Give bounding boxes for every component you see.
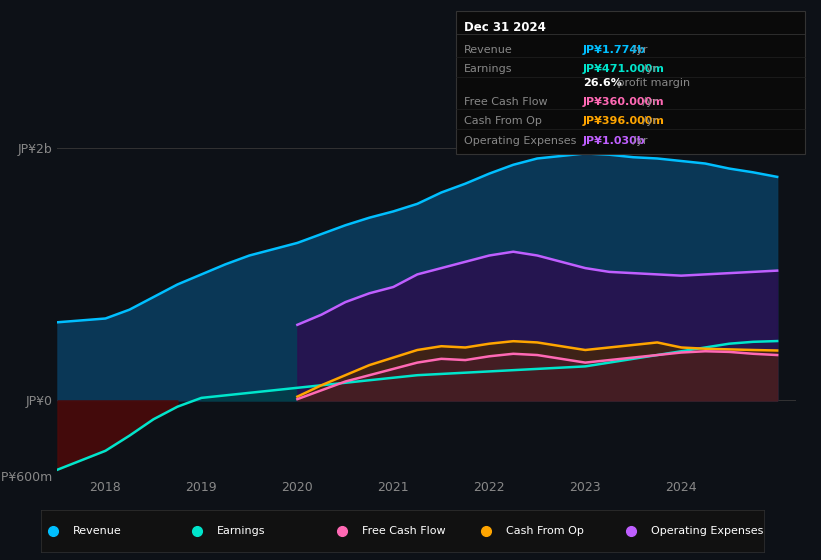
Text: Free Cash Flow: Free Cash Flow (362, 526, 446, 535)
Text: Earnings: Earnings (218, 526, 266, 535)
Text: Free Cash Flow: Free Cash Flow (464, 97, 548, 107)
Text: /yr: /yr (629, 45, 647, 55)
Text: JP¥396.000m: JP¥396.000m (583, 116, 665, 127)
Text: profit margin: profit margin (614, 78, 690, 88)
Text: Cash From Op: Cash From Op (464, 116, 542, 127)
Text: Revenue: Revenue (73, 526, 122, 535)
Text: JP¥1.030b: JP¥1.030b (583, 136, 645, 146)
Text: JP¥471.000m: JP¥471.000m (583, 64, 665, 74)
Text: JP¥1.774b: JP¥1.774b (583, 45, 646, 55)
Text: Revenue: Revenue (464, 45, 512, 55)
Text: /yr: /yr (639, 116, 658, 127)
Text: JP¥360.000m: JP¥360.000m (583, 97, 664, 107)
Text: /yr: /yr (629, 136, 647, 146)
Text: /yr: /yr (639, 64, 658, 74)
Text: Operating Expenses: Operating Expenses (651, 526, 764, 535)
Text: Earnings: Earnings (464, 64, 512, 74)
Text: /yr: /yr (639, 97, 658, 107)
Text: Dec 31 2024: Dec 31 2024 (464, 21, 546, 34)
Text: Operating Expenses: Operating Expenses (464, 136, 576, 146)
Text: 26.6%: 26.6% (583, 78, 621, 88)
Text: Cash From Op: Cash From Op (507, 526, 585, 535)
